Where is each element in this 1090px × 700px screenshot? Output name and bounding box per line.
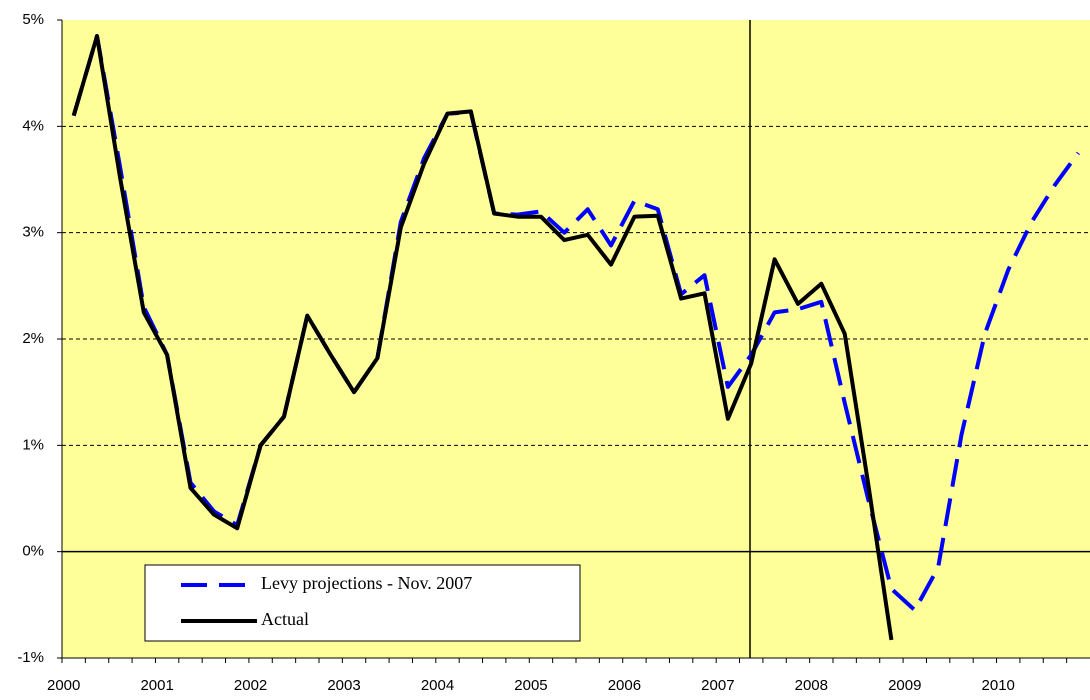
x-tick-label: 2005 [514, 677, 547, 694]
y-tick-label: -1% [17, 649, 44, 666]
x-tick-label: 2003 [327, 677, 360, 694]
series-line [71, 34, 894, 641]
y-tick-label: 2% [22, 330, 44, 347]
x-tick-label: 2004 [421, 677, 454, 694]
x-tick-label: 2002 [234, 677, 267, 694]
x-tick-label: 2001 [140, 677, 173, 694]
x-tick-label: 2006 [608, 677, 641, 694]
legend-label: Levy projections - Nov. 2007 [261, 573, 472, 593]
x-tick-label: 2007 [701, 677, 734, 694]
y-tick-label: 1% [22, 436, 44, 453]
legend-label: Actual [261, 609, 309, 629]
x-tick-label: 2008 [795, 677, 828, 694]
y-tick-label: 5% [22, 11, 44, 28]
y-tick-label: 3% [22, 224, 44, 241]
x-tick-label: 2010 [982, 677, 1015, 694]
legend [144, 564, 581, 642]
y-tick-label: 4% [22, 117, 44, 134]
y-tick-label: 0% [22, 543, 44, 560]
x-tick-label: 2009 [888, 677, 921, 694]
x-tick-label: 2000 [47, 677, 80, 694]
